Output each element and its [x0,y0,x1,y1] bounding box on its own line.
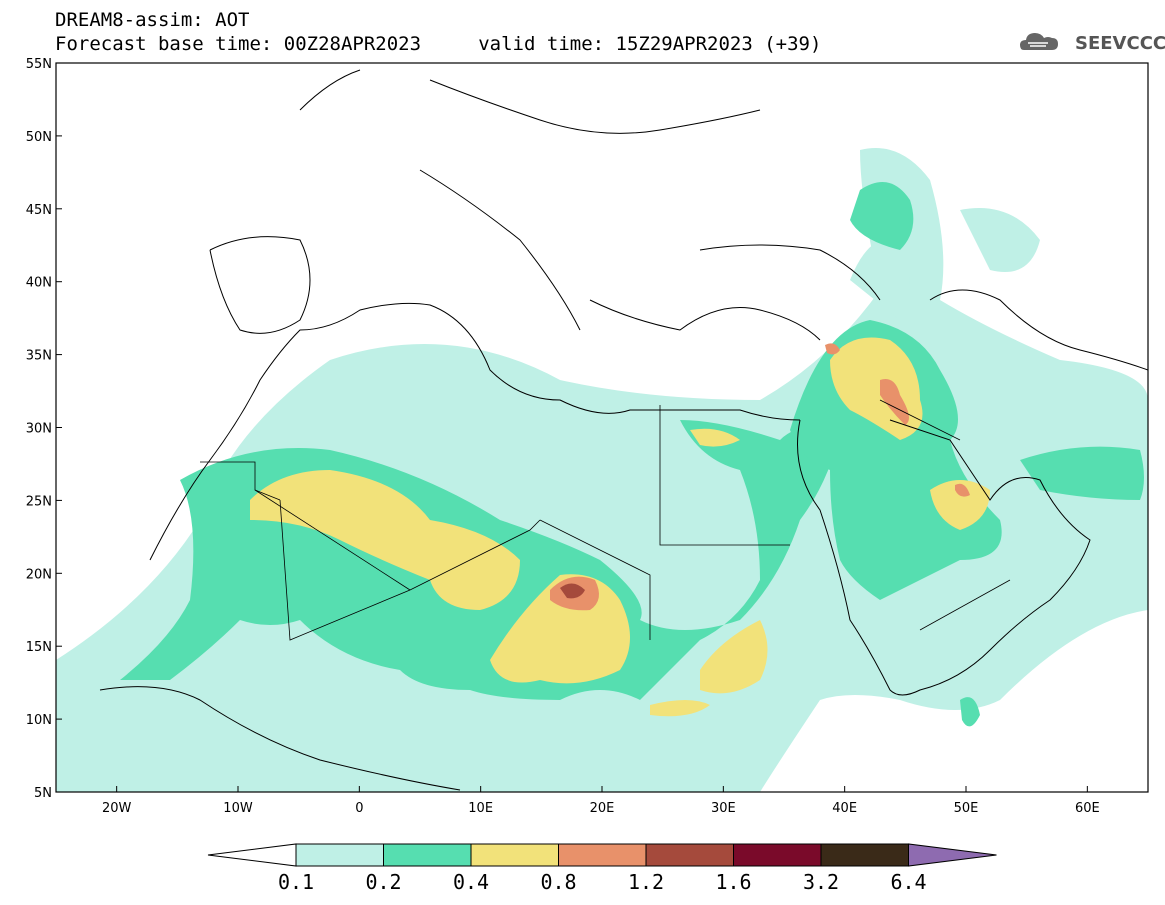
colorbar-label: 0.2 [365,870,402,894]
lat-tick-label: 30N [26,422,52,437]
aot-field [56,69,1148,792]
colorbar-segment [383,843,472,867]
colorbar-segment [733,843,822,867]
lat-tick-label: 20N [26,567,52,582]
lon-tick-label: 20W [102,801,132,816]
colorbar-arrow-high [908,843,997,867]
colorbar-segment [558,843,647,867]
lat-tick-label: 35N [26,349,52,364]
cloud-icon [1020,33,1058,50]
colorbar-segment [295,843,384,867]
lon-tick-label: 10W [223,801,253,816]
lon-tick-label: 30E [711,801,736,816]
aot-band-1.2-1.6 [560,583,585,599]
lat-tick-label: 25N [26,494,52,509]
colorbar-label: 3.2 [802,870,840,894]
lon-tick-label: 0 [355,801,363,816]
lat-tick-label: 55N [26,57,52,72]
lon-tick-label: 10E [468,801,493,816]
lat-tick-label: 5N [34,786,52,801]
lon-tick-label: 20E [590,801,615,816]
forecast-time-subtitle: Forecast base time: 00Z28APR2023 valid t… [55,33,822,55]
colorbar-label: 0.4 [452,870,490,894]
latitude-axis: 5N 10N 15N 20N 25N 30N 35N 40N 45N 50N 55N [26,57,62,801]
lat-tick-label: 50N [26,130,52,145]
logo-text: SEEVCCC [1075,33,1165,54]
lat-tick-label: 15N [26,640,52,655]
map-title: DREAM8-assim: AOT [55,9,250,31]
lat-tick-label: 10N [26,713,52,728]
lon-tick-label: 60E [1075,801,1100,816]
lon-tick-label: 50E [954,801,979,816]
aot-band-0.4-0.8 [250,337,990,717]
colorbar-segment [645,843,734,867]
lat-tick-label: 40N [26,276,52,291]
colorbar-label: 0.8 [540,870,577,894]
colorbar-arrow-low [207,843,297,867]
colorbar [207,843,997,867]
colorbar-segment [470,843,559,867]
country-borders [200,399,1011,641]
colorbar-label: 1.2 [627,870,665,894]
lat-tick-label: 45N [26,203,52,218]
lon-tick-label: 40E [832,801,857,816]
colorbar-label: 0.1 [277,870,315,894]
colorbar-label: 6.4 [890,870,927,894]
colorbar-segment [820,843,909,867]
colorbar-label: 1.6 [715,870,752,894]
longitude-axis: 20W 10W 0 10E 20E 30E 40E 50E 60E [102,786,1100,816]
